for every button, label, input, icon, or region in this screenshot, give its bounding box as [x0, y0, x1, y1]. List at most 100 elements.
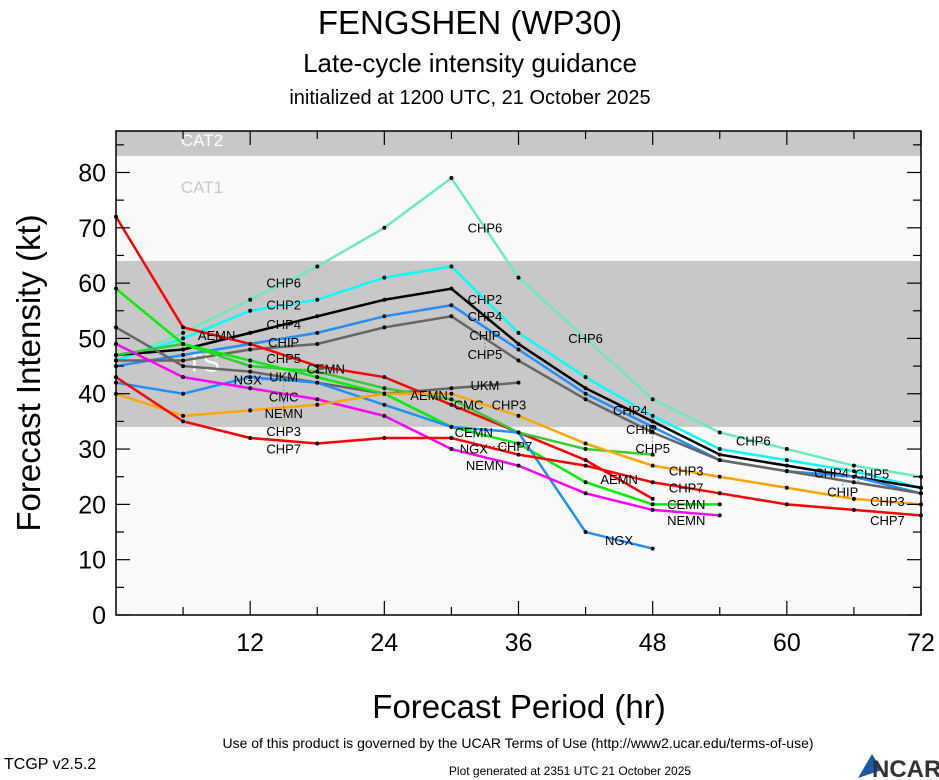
chart-subtitle: Late-cycle intensity guidance — [303, 48, 637, 78]
series-label: NGX — [460, 441, 489, 456]
data-point — [248, 369, 253, 374]
series-label: CHP6 — [266, 276, 301, 291]
data-point — [382, 314, 387, 319]
series-line — [115, 287, 720, 506]
chart-title: FENGSHEN (WP30) — [318, 4, 622, 41]
data-point — [248, 308, 253, 313]
data-point — [851, 469, 856, 474]
data-point — [181, 419, 186, 424]
data-point — [583, 397, 588, 402]
data-point — [449, 435, 454, 440]
data-point — [583, 491, 588, 496]
data-point — [181, 341, 186, 346]
series-label: CHP5 — [635, 441, 670, 456]
data-point — [449, 397, 454, 402]
data-point — [382, 297, 387, 302]
x-tick-label: 60 — [773, 629, 801, 657]
data-point — [650, 496, 655, 501]
series-label: CHP4 — [814, 466, 849, 481]
data-point — [449, 402, 454, 407]
data-point — [181, 364, 186, 369]
data-point — [650, 452, 655, 457]
data-point — [449, 303, 454, 308]
data-point — [248, 358, 253, 363]
series-chp5 — [114, 314, 923, 496]
svg-text:NCAR: NCAR — [872, 756, 939, 780]
footer-version: TCGP v2.5.2 — [4, 756, 96, 773]
data-point — [784, 469, 789, 474]
data-point — [315, 341, 320, 346]
data-point — [717, 430, 722, 435]
y-tick-label: 10 — [78, 547, 106, 575]
data-point — [382, 325, 387, 330]
footer-generated: Plot generated at 2351 UTC 21 October 20… — [449, 764, 691, 778]
data-point — [315, 330, 320, 335]
data-point — [449, 386, 454, 391]
label-leader — [853, 473, 873, 483]
data-point — [650, 463, 655, 468]
data-point — [315, 397, 320, 402]
series-line — [115, 342, 720, 517]
data-point — [784, 458, 789, 463]
y-tick-label: 20 — [78, 491, 106, 519]
data-point — [181, 358, 186, 363]
data-point — [382, 435, 387, 440]
data-point — [315, 364, 320, 369]
series-label: CHIP — [827, 484, 858, 499]
data-point — [382, 275, 387, 280]
data-point — [449, 391, 454, 396]
data-point — [315, 441, 320, 446]
x-tick-label: 48 — [639, 629, 667, 657]
series-label: NEMN — [667, 513, 705, 528]
data-point — [784, 447, 789, 452]
data-point — [382, 386, 387, 391]
data-point — [650, 507, 655, 512]
data-point — [181, 325, 186, 330]
y-tick-label: 60 — [78, 270, 106, 298]
series-label: NEMN — [466, 458, 504, 473]
series-label: CHP2 — [266, 298, 301, 313]
data-point — [382, 402, 387, 407]
data-point — [717, 458, 722, 463]
data-point — [248, 341, 253, 346]
data-point — [516, 413, 521, 418]
data-point — [717, 491, 722, 496]
y-tick-label: 80 — [78, 159, 106, 187]
data-point — [516, 452, 521, 457]
data-point — [717, 513, 722, 518]
data-point — [717, 474, 722, 479]
series-label: CEMN — [667, 497, 705, 512]
data-point — [181, 336, 186, 341]
series-label: CHP6 — [736, 433, 771, 448]
data-point — [583, 463, 588, 468]
data-point — [583, 391, 588, 396]
series-label: CHP3 — [669, 464, 704, 479]
series-label: CHIP — [626, 422, 657, 437]
data-point — [784, 502, 789, 507]
series-label: CHP5 — [266, 351, 301, 366]
series-label: CMC — [269, 389, 299, 404]
data-point — [583, 458, 588, 463]
y-tick-label: 0 — [92, 602, 106, 630]
data-point — [583, 375, 588, 380]
data-point — [650, 419, 655, 424]
data-point — [650, 546, 655, 551]
series-label: CHP3 — [266, 424, 301, 439]
data-point — [315, 380, 320, 385]
series-label: CHP7 — [669, 480, 704, 495]
series-label: CHP4 — [468, 309, 503, 324]
series-chp7 — [114, 375, 923, 518]
data-point — [382, 413, 387, 418]
data-point — [516, 441, 521, 446]
series-label: CHP7 — [870, 513, 905, 528]
series-label: AEMN — [198, 328, 236, 343]
data-point — [516, 341, 521, 346]
series-ngx — [114, 375, 655, 551]
data-point — [449, 176, 454, 181]
band-label: CAT1 — [181, 178, 223, 197]
data-point — [449, 447, 454, 452]
data-point — [717, 447, 722, 452]
data-point — [851, 496, 856, 501]
series-label: CHP3 — [492, 397, 527, 412]
data-point — [650, 413, 655, 418]
